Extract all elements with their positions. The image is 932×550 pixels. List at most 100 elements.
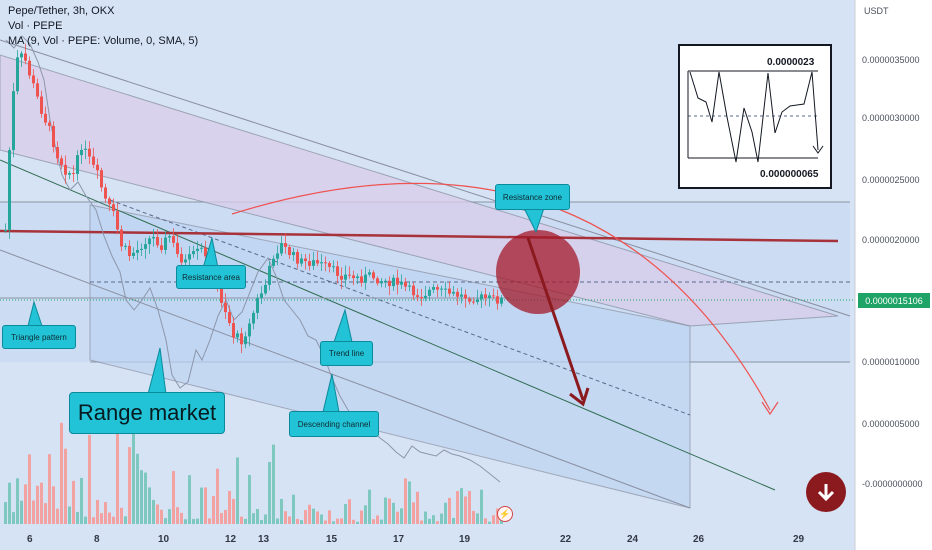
- volume-bar: [144, 472, 147, 524]
- callout-trend-line[interactable]: Trend line: [320, 341, 373, 366]
- callout-triangle-pattern[interactable]: Triangle pattern: [2, 325, 76, 349]
- candle-body: [284, 243, 287, 247]
- candle-body: [196, 248, 199, 252]
- x-tick: 24: [627, 534, 639, 545]
- candle-body: [184, 259, 187, 263]
- candle-body: [392, 277, 395, 287]
- volume-bar: [348, 499, 351, 524]
- volume-bar: [276, 518, 279, 524]
- scroll-down-button[interactable]: [806, 472, 846, 512]
- trend-line: [0, 159, 776, 491]
- volume-bar: [168, 509, 171, 524]
- candle-body: [100, 170, 103, 188]
- volume-bar: [64, 448, 67, 524]
- candle-body: [32, 75, 35, 84]
- candle-body: [156, 236, 159, 246]
- candle-body: [244, 336, 247, 345]
- callout-resistance-zone[interactable]: Resistance zone: [495, 184, 570, 210]
- arrow-down-icon: [817, 484, 835, 502]
- volume-bar: [484, 518, 487, 524]
- candle-body: [60, 158, 63, 165]
- candle-body: [8, 150, 11, 230]
- volume-bar: [264, 514, 267, 524]
- candle-body: [380, 281, 383, 284]
- candle-body: [96, 164, 99, 171]
- candle-body: [16, 57, 19, 92]
- candle-body: [132, 252, 135, 257]
- volume-bar: [188, 475, 191, 524]
- candle-body: [344, 274, 347, 280]
- y-tick: 0.0000030000: [862, 113, 920, 123]
- volume-bar: [12, 512, 15, 524]
- volume-bar: [324, 520, 327, 524]
- candle-body: [316, 260, 319, 264]
- volume-bar: [56, 508, 59, 524]
- callout-range-market[interactable]: Range market: [69, 392, 225, 434]
- candle-body: [108, 198, 111, 205]
- volume-bar: [88, 434, 91, 524]
- candle-body: [396, 277, 399, 285]
- volume-bar: [400, 508, 403, 524]
- ma-label: MA (9, Vol · PEPE: Volume, 0, SMA, 5): [8, 35, 199, 47]
- volume-bar: [212, 496, 215, 524]
- volume-bar: [52, 486, 55, 524]
- volume-bar: [404, 478, 407, 524]
- volume-bar: [260, 519, 263, 524]
- candle-body: [20, 53, 23, 58]
- channel-lower-line: [0, 249, 691, 509]
- candle-body: [452, 291, 455, 294]
- volume-bar: [8, 482, 11, 524]
- candle-body: [432, 287, 435, 290]
- candle-body: [236, 333, 239, 338]
- candle-body: [64, 164, 67, 175]
- volume-bar: [236, 457, 239, 524]
- volume-bar: [4, 502, 7, 524]
- callout-descending-channel[interactable]: Descending channel: [289, 411, 379, 437]
- candle-body: [44, 113, 47, 123]
- x-tick: 8: [94, 534, 100, 545]
- candle-body: [40, 96, 43, 114]
- volume-bar: [284, 511, 287, 524]
- candle-body: [384, 280, 387, 282]
- volume-bar: [164, 518, 167, 524]
- candle-body: [76, 155, 79, 174]
- candle-body: [268, 265, 271, 285]
- candle-body: [288, 246, 291, 256]
- volume-bar: [408, 481, 411, 524]
- candle-body: [400, 281, 403, 285]
- volume-bar: [96, 499, 99, 524]
- candle-body: [72, 173, 75, 175]
- volume-bar: [44, 503, 47, 524]
- candle-body: [496, 296, 499, 304]
- volume-bar: [384, 497, 387, 524]
- y-tick: 0.0000035000: [862, 55, 920, 65]
- candle-body: [360, 276, 363, 283]
- candle-body: [404, 281, 407, 287]
- volume-bar: [444, 502, 447, 524]
- volume-bar: [240, 516, 243, 524]
- candle-body: [280, 243, 283, 254]
- candle-body: [228, 312, 231, 324]
- volume-bar: [336, 518, 339, 524]
- volume-bar: [416, 491, 419, 524]
- candle-body: [160, 245, 163, 250]
- candle-body: [488, 295, 491, 299]
- candle-body: [148, 238, 151, 245]
- volume-bar: [244, 518, 247, 524]
- volume-bar: [40, 482, 43, 524]
- callout-resistance-area[interactable]: Resistance area: [176, 265, 246, 289]
- volume-bar: [372, 519, 375, 524]
- candle-body: [116, 211, 119, 230]
- volume-bar: [140, 470, 143, 524]
- candle-body: [272, 258, 275, 266]
- x-tick: 26: [693, 534, 705, 545]
- volume-bar: [184, 519, 187, 524]
- volume-bar: [104, 502, 107, 524]
- lightning-icon[interactable]: ⚡: [497, 506, 513, 522]
- volume-bar: [412, 502, 415, 524]
- candle-body: [440, 288, 443, 290]
- volume-bar: [296, 518, 299, 524]
- volume-bar: [472, 510, 475, 524]
